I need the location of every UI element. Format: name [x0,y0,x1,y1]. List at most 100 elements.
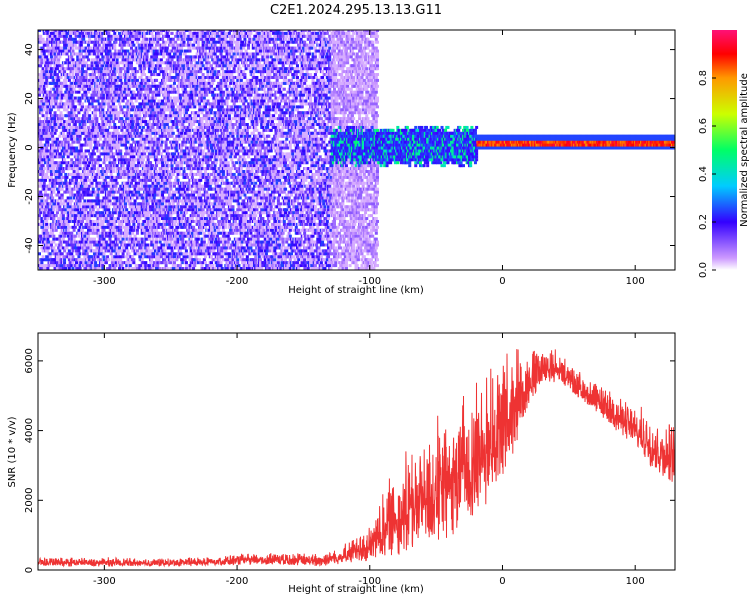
heatmap-cell [104,126,107,129]
heatmap-cell [151,126,154,129]
heatmap-cell [74,44,77,47]
heatmap-cell [137,185,140,188]
heatmap-cell [100,249,103,252]
heatmap-cell [129,132,132,135]
heatmap-cell [131,152,134,155]
heatmap-cell [107,182,110,185]
heatmap-cell [52,88,55,91]
heatmap-cell [105,158,108,161]
heatmap-cell [123,241,126,244]
heatmap-cell [132,258,135,261]
heatmap-cell [113,47,116,50]
heatmap-cell [85,155,88,158]
heatmap-cell [68,50,71,53]
heatmap-cell [160,91,163,94]
heatmap-cell [138,97,141,100]
heatmap-cell [131,108,134,111]
heatmap-cell [131,196,134,199]
heatmap-cell [106,202,109,205]
heatmap-cell [77,255,80,258]
heatmap-cell [105,188,108,191]
heatmap-cell [166,138,169,141]
heatmap-cell [56,73,59,76]
heatmap-cell [132,105,135,108]
heatmap-cell [73,141,76,144]
heatmap-cell [49,123,52,126]
heatmap-cell [86,111,89,114]
heatmap-cell [119,258,122,261]
heatmap-cell [94,179,97,182]
heatmap-cell [107,249,110,252]
heatmap-cell [141,232,144,235]
heatmap-cell [161,99,164,102]
heatmap-cell [99,114,102,117]
heatmap-cell [54,35,57,38]
heatmap-cell [135,99,138,102]
heatmap-cell [165,185,168,188]
heatmap-cell [94,249,97,252]
heatmap-cell [67,223,70,226]
heatmap-cell [77,182,80,185]
heatmap-cell [97,229,100,232]
heatmap-cell [81,32,84,35]
heatmap-cell [167,108,170,111]
heatmap-cell [149,76,152,79]
heatmap-cell [85,70,88,73]
heatmap-cell [101,223,104,226]
heatmap-cell [138,217,141,220]
heatmap-cell [116,164,119,167]
heatmap-cell [50,176,53,179]
heatmap-cell [43,182,46,185]
heatmap-cell [73,229,76,232]
heatmap-cell [40,61,43,64]
heatmap-cell [168,179,171,182]
heatmap-cell [40,199,43,202]
heatmap-cell [79,61,82,64]
heatmap-cell [154,167,157,170]
heatmap-cell [143,144,146,147]
heatmap-cell [141,147,144,150]
heatmap-cell [73,111,76,114]
heatmap-cell [59,179,62,182]
heatmap-cell [108,232,111,235]
heatmap-cell [48,185,51,188]
heatmap-cell [117,217,120,220]
heatmap-cell [160,138,163,141]
heatmap-cell [124,52,127,55]
heatmap-cell [88,38,91,41]
heatmap-cell [70,191,73,194]
heatmap-cell [128,176,131,179]
heatmap-cell [45,173,48,176]
heatmap-cell [39,191,42,194]
heatmap-cell [140,144,143,147]
heatmap-cell [143,108,146,111]
heatmap-cell [156,41,159,44]
heatmap-cell [150,258,153,261]
heatmap-cell [105,241,108,244]
heatmap-cell [136,70,139,73]
heatmap-cell [98,241,101,244]
heatmap-cell [111,188,114,191]
heatmap-cell [149,261,152,264]
heatmap-cell [168,223,171,226]
heatmap-cell [45,114,48,117]
heatmap-cell [128,88,131,91]
heatmap-cell [144,182,147,185]
heatmap-cell [89,147,92,150]
heatmap-cell [68,79,71,82]
heatmap-cell [162,246,165,249]
heatmap-cell [70,55,73,58]
heatmap-cell [128,79,131,82]
heatmap-cell [56,211,59,214]
heatmap-cell [114,41,117,44]
heatmap-cell [92,188,95,191]
heatmap-cell [51,232,54,235]
heatmap-cell [55,99,58,102]
heatmap-cell [40,111,43,114]
heatmap-cell [134,67,137,70]
heatmap-cell [126,73,129,76]
heatmap-cell [132,170,135,173]
heatmap-cell [162,55,165,58]
heatmap-cell [92,170,95,173]
